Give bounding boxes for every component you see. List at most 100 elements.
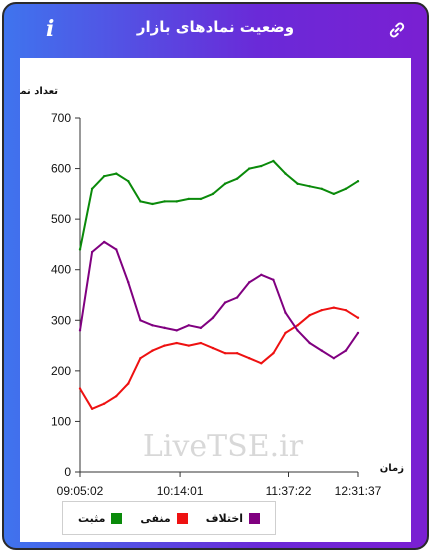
data-point-positive <box>151 202 154 206</box>
data-point-divergence <box>344 349 348 352</box>
data-point-positive <box>332 192 336 196</box>
legend-label-negative: منفی <box>140 511 171 525</box>
data-point-positive <box>235 177 239 180</box>
data-point-negative <box>320 308 323 312</box>
data-point-divergence <box>308 341 311 345</box>
y-tick-label: 700 <box>51 111 71 125</box>
y-tick-label: 400 <box>51 263 71 277</box>
data-point-positive <box>284 172 287 175</box>
x-tick-label: 09:05:02 <box>57 484 104 498</box>
data-point-positive <box>344 187 348 190</box>
data-point-divergence <box>90 250 94 254</box>
data-point-negative <box>175 341 178 345</box>
data-point-positive <box>356 180 360 183</box>
y-tick-label: 200 <box>51 364 71 378</box>
data-point-divergence <box>223 301 227 304</box>
data-point-divergence <box>187 324 190 327</box>
y-tick-label: 100 <box>51 414 71 428</box>
data-point-divergence <box>175 329 178 332</box>
data-point-negative <box>102 402 106 405</box>
data-point-negative <box>151 349 154 352</box>
data-point-divergence <box>296 329 299 332</box>
data-point-negative <box>163 344 166 347</box>
legend-item-negative[interactable]: منفی <box>140 511 188 525</box>
data-point-positive <box>296 182 299 185</box>
info-button[interactable]: i <box>46 16 55 42</box>
data-point-negative <box>78 387 82 390</box>
legend-swatch-positive <box>111 512 123 524</box>
data-point-positive <box>127 180 130 183</box>
data-point-positive <box>175 200 178 203</box>
title-bar: i وضعیت نمادهای بازار <box>4 4 427 56</box>
data-point-positive <box>272 159 275 163</box>
y-tick-label: 300 <box>51 313 71 327</box>
data-point-positive <box>248 167 251 170</box>
data-point-negative <box>187 344 190 347</box>
data-point-divergence <box>102 240 106 244</box>
data-point-negative <box>199 341 203 345</box>
data-point-negative <box>223 351 227 355</box>
data-point-positive <box>163 200 166 203</box>
data-point-positive <box>78 248 82 251</box>
data-point-divergence <box>163 326 166 330</box>
y-tick-label: 600 <box>51 162 71 176</box>
legend-label-divergence: اختلاف <box>205 511 244 525</box>
data-point-negative <box>344 308 348 312</box>
data-point-positive <box>90 187 94 190</box>
data-point-positive <box>308 185 311 188</box>
legend-label-positive: مثبت <box>78 511 106 525</box>
link-icon[interactable] <box>387 20 407 40</box>
legend-swatch-divergence <box>249 512 261 524</box>
data-point-positive <box>320 187 323 190</box>
data-point-negative <box>235 351 239 355</box>
chart-legend: مثبت منفی اختلاف <box>62 501 276 535</box>
chart-panel: LiveTSE.ir 0 100 200 300 400 500 600 700 09:05:02… <box>20 58 411 542</box>
y-tick-label: 500 <box>51 212 71 226</box>
data-point-negative <box>211 346 215 350</box>
widget-frame: i وضعیت نمادهای بازار LiveTSE.ir 0 100 200 3… <box>2 2 429 550</box>
data-point-negative <box>284 331 287 335</box>
data-point-divergence <box>199 326 203 330</box>
data-point-negative <box>139 357 142 360</box>
watermark-text: LiveTSE.ir <box>143 429 304 464</box>
data-point-divergence <box>332 357 336 360</box>
data-point-divergence <box>235 296 239 299</box>
y-tick-label: 0 <box>64 465 71 479</box>
data-point-divergence <box>151 324 154 327</box>
data-point-positive <box>223 182 227 185</box>
data-point-positive <box>102 174 106 178</box>
data-point-divergence <box>248 281 251 284</box>
data-point-divergence <box>211 316 215 319</box>
data-point-positive <box>211 192 215 196</box>
line-chart: LiveTSE.ir 0 100 200 300 400 500 600 700 09:05:02… <box>20 86 404 498</box>
data-point-positive <box>187 197 190 201</box>
widget-title: وضعیت نمادهای بازار <box>136 18 295 36</box>
data-point-divergence <box>284 311 287 314</box>
data-point-positive <box>139 200 142 203</box>
data-point-divergence <box>260 273 263 276</box>
data-point-negative <box>272 351 275 355</box>
data-point-negative <box>127 382 130 385</box>
x-tick-label: 11:37:22 <box>266 484 312 498</box>
data-point-negative <box>332 306 336 309</box>
data-point-negative <box>308 314 311 317</box>
data-point-divergence <box>115 248 118 251</box>
data-point-divergence <box>320 349 323 352</box>
x-tick-label: 10:14:01 <box>157 484 204 498</box>
data-point-divergence <box>127 281 130 284</box>
series-line-negative <box>79 306 359 410</box>
legend-item-positive[interactable]: مثبت <box>78 511 123 525</box>
data-point-positive <box>260 164 263 168</box>
data-point-divergence <box>139 319 142 322</box>
data-point-negative <box>296 324 299 327</box>
data-point-divergence <box>272 278 275 282</box>
series-line-positive <box>79 160 359 250</box>
series-line-divergence <box>79 240 359 360</box>
legend-swatch-negative <box>176 512 188 524</box>
data-point-divergence <box>78 329 82 332</box>
x-axis-title: زمان <box>380 463 404 474</box>
data-point-positive <box>199 197 203 201</box>
data-point-negative <box>356 316 360 319</box>
x-tick-label: 12:31:37 <box>335 484 382 498</box>
legend-item-divergence[interactable]: اختلاف <box>205 511 261 525</box>
